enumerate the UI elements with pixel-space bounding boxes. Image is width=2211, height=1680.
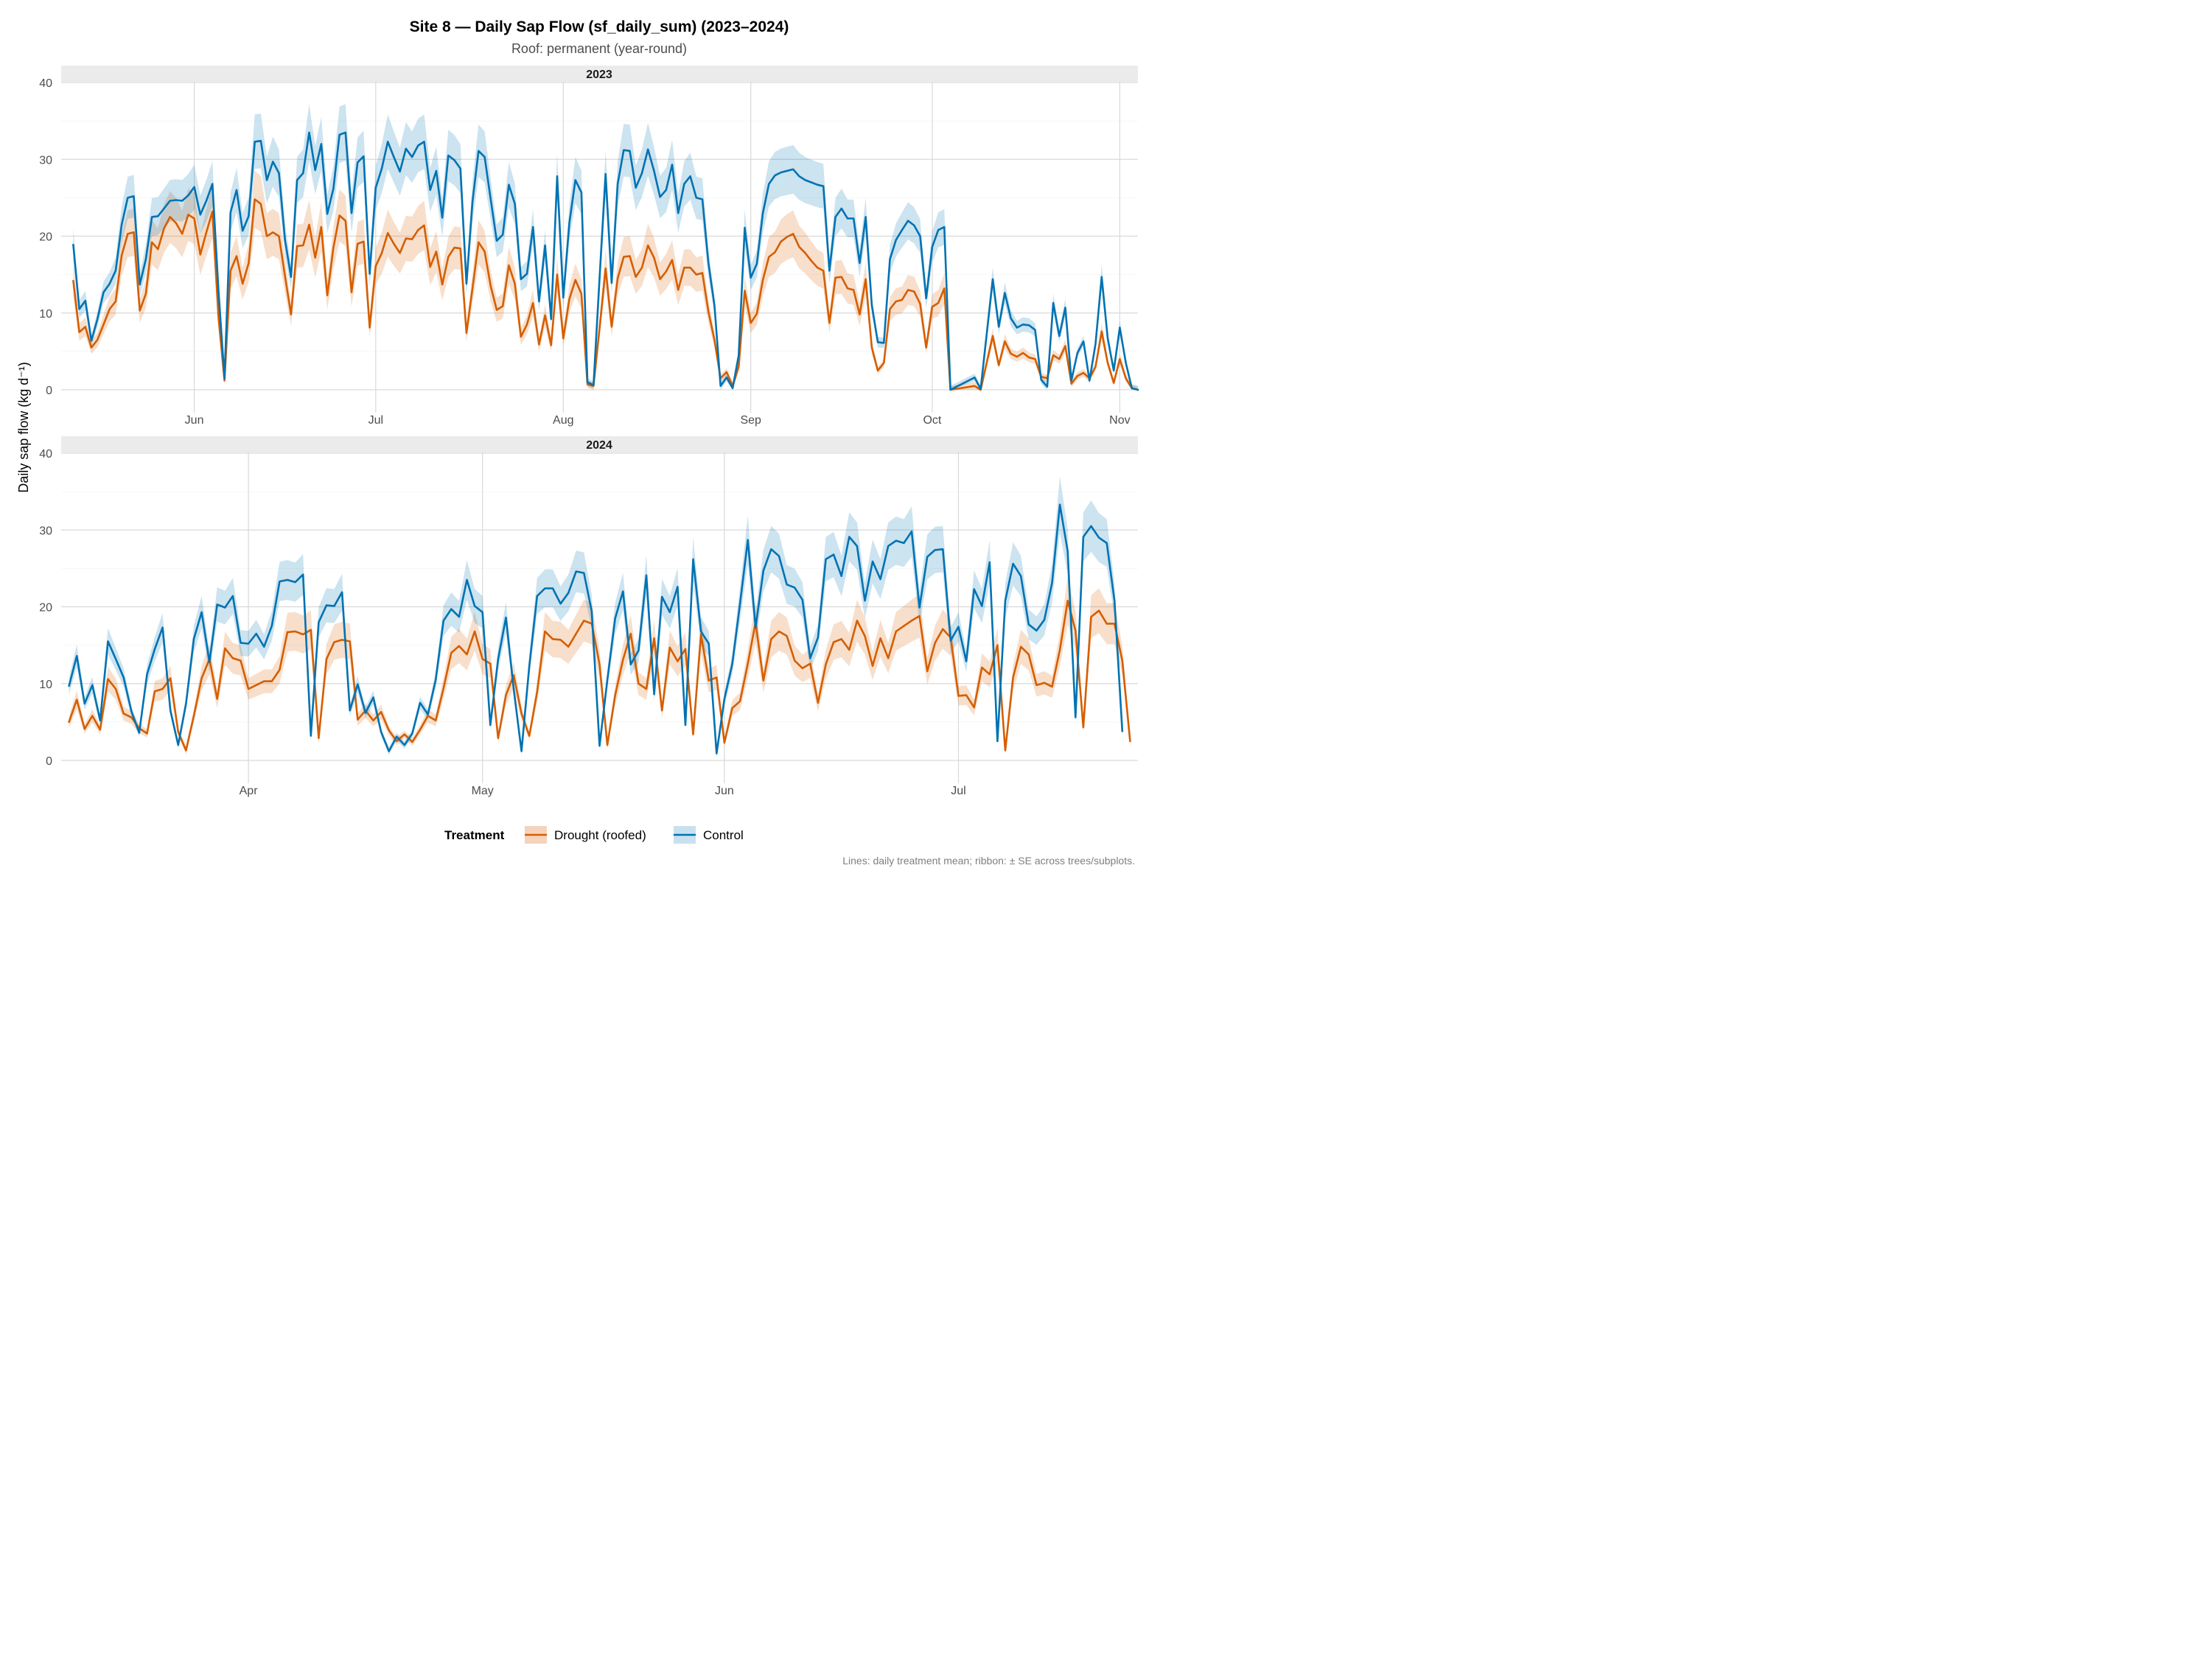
- chart-caption: Lines: daily treatment mean; ribbon: ± S…: [842, 855, 1135, 867]
- x-tick-label: Oct: [923, 414, 941, 427]
- ribbons: [73, 104, 1138, 391]
- series-line-control: [72, 131, 1139, 391]
- series-line-drought-roofed: [68, 599, 1131, 752]
- x-tick-label: May: [472, 785, 494, 797]
- y-tick-label: 40: [39, 448, 52, 461]
- grid: [61, 452, 1138, 783]
- series-line-control: [68, 503, 1124, 755]
- legend-item-drought: Drought (roofed): [525, 826, 646, 844]
- y-tick-label: 30: [39, 525, 52, 537]
- y-tick-label: 30: [39, 154, 52, 167]
- series-line-drought-roofed: [72, 198, 1139, 391]
- series-lines: [72, 131, 1139, 391]
- legend-label-control: Control: [703, 828, 744, 842]
- y-tick-label: 20: [39, 231, 52, 244]
- legend: Treatment Drought (roofed) Control: [444, 826, 744, 844]
- x-tick-label: Jul: [368, 414, 383, 427]
- panel-2023: 2023 0 10 20 30 40 Jun Jul Aug Sep Oct Nov: [39, 66, 1139, 427]
- y-axis-title: Daily sap flow (kg d⁻¹): [16, 362, 31, 493]
- x-tick-label: Jun: [185, 414, 204, 427]
- series-lines: [68, 503, 1131, 755]
- x-tick-label: Apr: [240, 785, 259, 797]
- y-tick-label: 10: [39, 308, 52, 321]
- panel-strip-label: 2024: [586, 439, 612, 452]
- x-tick-label: Jun: [715, 785, 734, 797]
- ribbon-drought-roofed: [73, 170, 1138, 390]
- legend-item-control: Control: [674, 826, 744, 844]
- x-tick-label: Jul: [951, 785, 965, 797]
- panel-strip: [61, 436, 1138, 452]
- chart-title: Site 8 — Daily Sap Flow (sf_daily_sum) (…: [410, 18, 789, 35]
- panel-strip: [61, 66, 1138, 82]
- y-tick-label: 10: [39, 679, 52, 691]
- y-tick-label: 0: [46, 755, 52, 768]
- chart-subtitle: Roof: permanent (year-round): [511, 41, 687, 56]
- legend-title: Treatment: [444, 828, 505, 842]
- chart-canvas: Site 8 — Daily Sap Flow (sf_daily_sum) (…: [16, 18, 1139, 867]
- panel-strip-label: 2023: [586, 69, 612, 81]
- ribbon-control: [69, 476, 1122, 757]
- y-tick-label: 40: [39, 77, 52, 90]
- x-tick-label: Sep: [740, 414, 761, 427]
- x-tick-label: Nov: [1109, 414, 1130, 427]
- legend-label-drought: Drought (roofed): [554, 828, 646, 842]
- y-tick-label: 0: [46, 385, 52, 397]
- y-tick-label: 20: [39, 602, 52, 615]
- x-tick-label: Aug: [553, 414, 573, 427]
- panel-2024: 2024 0 10 20 30 40 Apr May Jun Jul: [39, 436, 1138, 797]
